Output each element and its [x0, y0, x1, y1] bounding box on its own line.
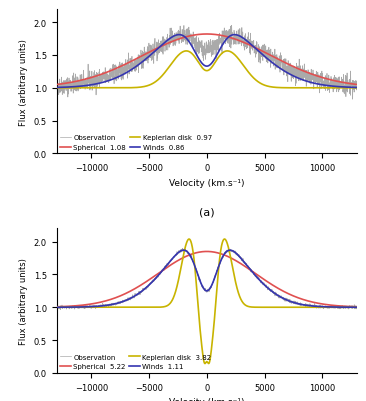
- Observation: [201, 285, 205, 290]
- Keplerian disk  0.97: [193, 55, 197, 60]
- Keplerian disk  3.82: [187, 237, 191, 242]
- Observation: [55, 82, 59, 87]
- Spherical  5.22: [346, 304, 351, 309]
- Keplerian disk  0.97: [201, 67, 205, 72]
- Winds  1.11: [70, 305, 74, 310]
- Observation: [180, 247, 185, 251]
- Keplerian disk  3.82: [355, 305, 359, 310]
- Legend: Observation, Spherical  1.08, Keplerian disk  0.97, Winds  0.86: Observation, Spherical 1.08, Keplerian d…: [60, 135, 212, 150]
- Keplerian disk  3.82: [291, 305, 295, 310]
- Winds  1.11: [346, 305, 350, 310]
- Observation: [201, 44, 205, 49]
- Line: Keplerian disk  0.97: Keplerian disk 0.97: [57, 52, 357, 89]
- Spherical  1.08: [205, 32, 209, 37]
- Spherical  5.22: [70, 304, 74, 309]
- Spherical  5.22: [355, 305, 359, 310]
- Winds  1.11: [291, 300, 295, 305]
- Winds  1.11: [346, 305, 351, 310]
- Observation: [346, 85, 350, 90]
- Keplerian disk  0.97: [355, 86, 359, 91]
- Line: Spherical  5.22: Spherical 5.22: [57, 252, 357, 307]
- Spherical  1.08: [55, 83, 59, 88]
- Line: Observation: Observation: [57, 26, 357, 100]
- Observation: [346, 307, 351, 312]
- Line: Spherical  1.08: Spherical 1.08: [57, 35, 357, 85]
- Observation: [193, 41, 197, 45]
- Observation: [55, 306, 59, 310]
- Observation: [351, 97, 355, 102]
- Spherical  1.08: [193, 33, 197, 38]
- Keplerian disk  0.97: [55, 86, 59, 91]
- Keplerian disk  3.82: [201, 352, 205, 357]
- Line: Winds  1.11: Winds 1.11: [57, 251, 357, 308]
- Spherical  5.22: [346, 304, 350, 309]
- Winds  0.86: [70, 85, 74, 90]
- Winds  0.86: [346, 85, 351, 90]
- Observation: [346, 82, 351, 87]
- Line: Winds  0.86: Winds 0.86: [57, 36, 357, 88]
- Spherical  1.08: [70, 81, 74, 85]
- X-axis label: Velocity (km.s⁻¹): Velocity (km.s⁻¹): [169, 397, 244, 401]
- Winds  0.86: [193, 50, 197, 55]
- Spherical  1.08: [346, 82, 350, 87]
- Keplerian disk  0.97: [346, 86, 351, 91]
- Winds  1.11: [355, 305, 359, 310]
- Keplerian disk  3.82: [206, 361, 211, 366]
- Keplerian disk  0.97: [346, 86, 350, 91]
- Spherical  1.08: [355, 83, 359, 88]
- Keplerian disk  3.82: [346, 305, 351, 310]
- Winds  0.86: [355, 86, 359, 91]
- Winds  1.11: [201, 285, 205, 290]
- Spherical  5.22: [193, 251, 197, 256]
- Observation: [229, 24, 234, 29]
- Keplerian disk  0.97: [291, 86, 295, 91]
- Winds  1.11: [55, 305, 59, 310]
- Observation: [355, 88, 359, 93]
- Keplerian disk  0.97: [184, 49, 188, 54]
- Spherical  5.22: [205, 249, 209, 254]
- Line: Keplerian disk  3.82: Keplerian disk 3.82: [57, 239, 357, 364]
- Spherical  1.08: [291, 65, 295, 70]
- Y-axis label: Flux (arbitrary units): Flux (arbitrary units): [19, 257, 28, 344]
- Winds  0.86: [291, 74, 295, 79]
- Observation: [346, 306, 351, 310]
- Observation: [70, 85, 74, 89]
- Keplerian disk  0.97: [70, 86, 74, 91]
- Winds  0.86: [55, 86, 59, 91]
- Keplerian disk  3.82: [55, 305, 59, 310]
- Observation: [355, 305, 359, 310]
- Observation: [291, 70, 295, 75]
- Winds  0.86: [177, 33, 181, 38]
- Observation: [291, 301, 295, 306]
- Observation: [70, 304, 74, 309]
- Winds  0.86: [346, 85, 350, 90]
- X-axis label: Velocity (km.s⁻¹): Velocity (km.s⁻¹): [169, 178, 244, 187]
- Text: (a): (a): [199, 207, 214, 217]
- Winds  0.86: [201, 63, 205, 67]
- Spherical  5.22: [55, 305, 59, 310]
- Spherical  5.22: [291, 294, 295, 298]
- Spherical  5.22: [201, 250, 205, 255]
- Keplerian disk  3.82: [193, 265, 197, 270]
- Legend: Observation, Spherical  5.22, Keplerian disk  3.82, Winds  1.11: Observation, Spherical 5.22, Keplerian d…: [60, 354, 212, 369]
- Keplerian disk  3.82: [70, 305, 74, 310]
- Winds  1.11: [193, 264, 197, 269]
- Observation: [193, 264, 197, 269]
- Observation: [58, 308, 63, 312]
- Line: Observation: Observation: [57, 249, 357, 310]
- Winds  1.11: [182, 248, 186, 253]
- Y-axis label: Flux (arbitrary units): Flux (arbitrary units): [19, 39, 28, 126]
- Spherical  1.08: [346, 82, 351, 87]
- Keplerian disk  3.82: [346, 305, 351, 310]
- Spherical  1.08: [201, 32, 205, 37]
